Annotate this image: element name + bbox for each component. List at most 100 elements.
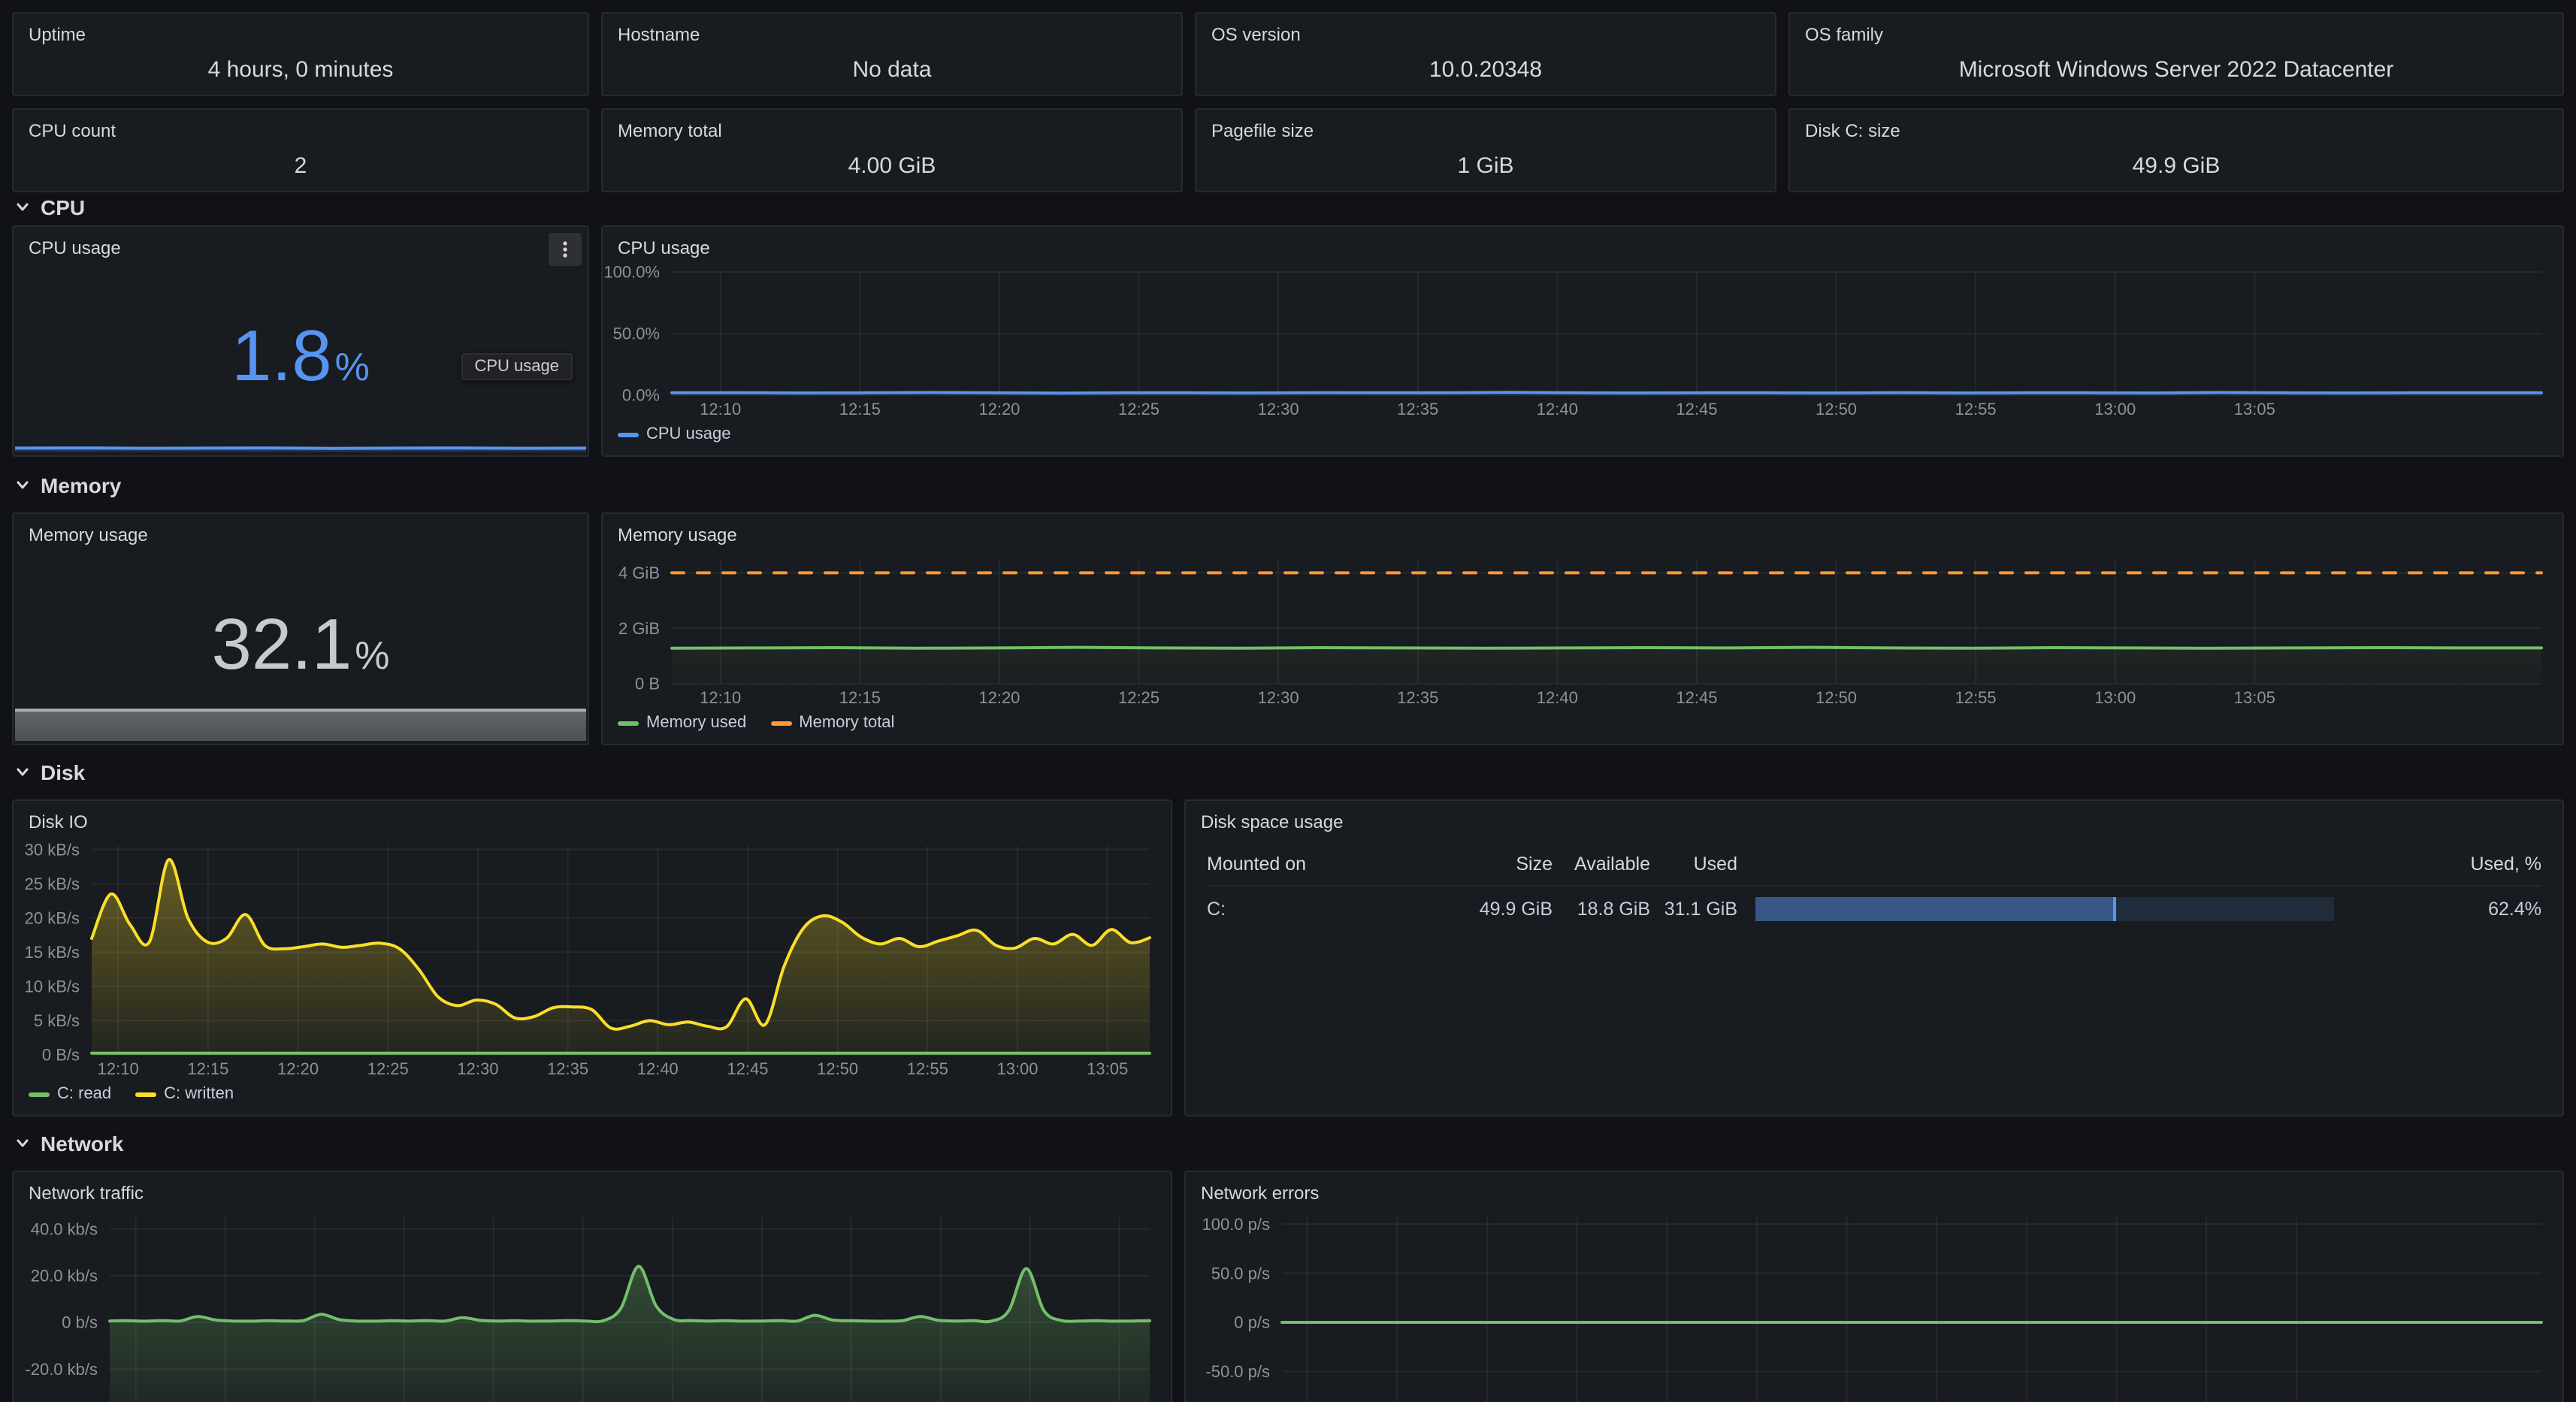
panel-title[interactable]: OS version bbox=[1211, 24, 1301, 45]
memory-usage-value: 32.1% bbox=[211, 609, 389, 681]
legend-item[interactable]: Memory used bbox=[618, 714, 746, 732]
panel-disk-space-usage-table: Disk space usage Mounted on Size Availab… bbox=[1184, 799, 2564, 1116]
svg-text:12:25: 12:25 bbox=[1118, 400, 1160, 418]
svg-text:12:55: 12:55 bbox=[1955, 688, 1997, 707]
panel-title[interactable]: Network errors bbox=[1201, 1183, 1320, 1204]
legend-item[interactable]: CPU usage bbox=[618, 425, 731, 443]
chart-area: 0 B/s 5 kB/s 10 kB/s 15 kB/s 20 kB/s 25 kB/s 3… bbox=[14, 834, 1171, 1079]
chart-area: 40.0 kb/s20.0 kb/s0 b/s-20.0 kb/s-40.0 k… bbox=[14, 1205, 1171, 1402]
svg-text:0 B/s: 0 B/s bbox=[42, 1046, 80, 1065]
svg-text:12:15: 12:15 bbox=[839, 400, 881, 418]
svg-text:13:05: 13:05 bbox=[1087, 1059, 1128, 1078]
svg-text:12:50: 12:50 bbox=[1816, 400, 1857, 418]
panel-title[interactable]: CPU count bbox=[29, 120, 116, 141]
legend-item[interactable]: C: read bbox=[29, 1085, 111, 1103]
svg-text:100.0%: 100.0% bbox=[603, 263, 660, 282]
column-header-available[interactable]: Available bbox=[1574, 854, 1650, 875]
svg-text:12:55: 12:55 bbox=[1955, 400, 1997, 418]
svg-text:0 b/s: 0 b/s bbox=[62, 1313, 98, 1332]
stat-unit: % bbox=[334, 344, 370, 389]
cpu-usage-sparkline bbox=[15, 446, 586, 452]
network-errors-timeseries-chart[interactable]: 100.0 p/s50.0 p/s0 p/s-50.0 p/s-100.0 p/… bbox=[1186, 1205, 2562, 1402]
usage-bar-fill bbox=[1755, 897, 2117, 921]
series-color-swatch bbox=[29, 1092, 50, 1096]
panel-title[interactable]: Uptime bbox=[29, 24, 86, 45]
panel-title[interactable]: Pagefile size bbox=[1211, 120, 1314, 141]
network-traffic-timeseries-chart[interactable]: 40.0 kb/s20.0 kb/s0 b/s-20.0 kb/s-40.0 k… bbox=[14, 1205, 1171, 1402]
svg-text:12:10: 12:10 bbox=[700, 688, 741, 707]
svg-text:12:40: 12:40 bbox=[637, 1059, 679, 1078]
svg-text:12:45: 12:45 bbox=[1676, 400, 1717, 418]
chevron-down-icon bbox=[17, 1139, 29, 1147]
stat-panel-cpu-count: CPU count 2 bbox=[12, 108, 589, 192]
series-color-swatch bbox=[770, 721, 792, 725]
legend-item[interactable]: C: written bbox=[135, 1085, 234, 1103]
svg-text:12:15: 12:15 bbox=[187, 1059, 228, 1078]
panel-menu-icon[interactable] bbox=[549, 233, 582, 266]
svg-text:13:05: 13:05 bbox=[2234, 688, 2275, 707]
column-header-used[interactable]: Used bbox=[1693, 854, 1737, 875]
cell-size: 49.9 GiB bbox=[1479, 899, 1553, 920]
svg-text:40.0 kb/s: 40.0 kb/s bbox=[31, 1219, 98, 1238]
legend-label: C: written bbox=[164, 1085, 234, 1103]
chart-area: 0 B 2 GiB 4 GiB 12:10 12:15 12:20 12:25 12:30 12… bbox=[603, 547, 2562, 708]
stat-panel-os-family: OS family Microsoft Windows Server 2022 … bbox=[1788, 12, 2564, 96]
section-row-network[interactable]: Network bbox=[12, 1129, 123, 1159]
panel-title[interactable]: Hostname bbox=[618, 24, 700, 45]
section-row-memory[interactable]: Memory bbox=[12, 470, 121, 500]
svg-text:0.0%: 0.0% bbox=[622, 386, 660, 405]
svg-text:30 kB/s: 30 kB/s bbox=[25, 840, 80, 859]
svg-text:4 GiB: 4 GiB bbox=[618, 564, 660, 582]
panel-title[interactable]: CPU usage bbox=[618, 237, 710, 258]
panel-title[interactable]: Network traffic bbox=[29, 1183, 144, 1204]
panel-title[interactable]: Memory usage bbox=[29, 524, 148, 545]
panel-network-traffic-chart: Network traffic 40.0 kb/s 20.0 kb/s 0 b/s -… bbox=[12, 1171, 1172, 1402]
stat-value: 2 bbox=[294, 153, 307, 178]
panel-title[interactable]: Memory total bbox=[618, 120, 722, 141]
stat-panel-disk-c-size: Disk C: size 49.9 GiB bbox=[1788, 108, 2564, 192]
section-label: Network bbox=[41, 1132, 124, 1156]
chevron-down-icon bbox=[17, 481, 29, 489]
series-name-chip: CPU usage bbox=[461, 353, 573, 380]
svg-text:5 kB/s: 5 kB/s bbox=[34, 1011, 80, 1030]
legend-item[interactable]: Memory total bbox=[770, 714, 894, 732]
panel-title[interactable]: Disk IO bbox=[29, 811, 88, 832]
svg-text:12:25: 12:25 bbox=[367, 1059, 409, 1078]
panel-title[interactable]: Disk C: size bbox=[1805, 120, 1900, 141]
chevron-down-icon bbox=[17, 768, 29, 776]
disk-io-timeseries-chart[interactable]: 0 B/s 5 kB/s 10 kB/s 15 kB/s 20 kB/s 25 kB/s 3… bbox=[14, 834, 1171, 1079]
svg-text:12:20: 12:20 bbox=[277, 1059, 319, 1078]
svg-text:10 kB/s: 10 kB/s bbox=[25, 977, 80, 996]
stat-panel-memory-total: Memory total 4.00 GiB bbox=[601, 108, 1183, 192]
stat-value: 49.9 GiB bbox=[2132, 153, 2221, 178]
section-row-cpu[interactable]: CPU bbox=[12, 192, 85, 222]
legend-label: Memory total bbox=[799, 714, 895, 732]
section-label: Disk bbox=[41, 760, 86, 784]
svg-text:13:05: 13:05 bbox=[2234, 400, 2275, 418]
panel-disk-io-chart: Disk IO 0 B/s 5 kB/s 10 kB/s 15 kB/s 20 kB/s… bbox=[12, 799, 1172, 1116]
series-color-swatch bbox=[618, 432, 639, 437]
cpu-usage-timeseries-chart[interactable]: 0.0% 50.0% 100.0% 12:10 12:15 12:20 12:25 12:30… bbox=[603, 260, 2562, 419]
kebab-dots-icon bbox=[563, 241, 567, 258]
svg-text:12:45: 12:45 bbox=[727, 1059, 768, 1078]
svg-text:12:35: 12:35 bbox=[1397, 688, 1438, 707]
svg-text:12:25: 12:25 bbox=[1118, 688, 1160, 707]
panel-title[interactable]: CPU usage bbox=[29, 237, 121, 258]
stat-panel-pagefile-size: Pagefile size 1 GiB bbox=[1195, 108, 1776, 192]
panel-memory-usage-stat: Memory usage 32.1% bbox=[12, 512, 589, 745]
column-header-used-pct[interactable]: Used, % bbox=[2470, 854, 2542, 875]
column-header-mounted-on[interactable]: Mounted on bbox=[1207, 854, 1307, 875]
series-color-swatch bbox=[618, 721, 639, 725]
panel-title[interactable]: OS family bbox=[1805, 24, 1884, 45]
panel-title[interactable]: Disk space usage bbox=[1201, 811, 1344, 832]
section-row-disk[interactable]: Disk bbox=[12, 757, 85, 787]
svg-text:12:50: 12:50 bbox=[817, 1059, 858, 1078]
memory-usage-timeseries-chart[interactable]: 0 B 2 GiB 4 GiB 12:10 12:15 12:20 12:25 12:30 12… bbox=[603, 547, 2562, 708]
panel-network-errors-chart: Network errors 100.0 p/s 50.0 p/s 0 p/s -50… bbox=[1184, 1171, 2564, 1402]
column-header-size[interactable]: Size bbox=[1516, 854, 1553, 875]
chart-legend: CPU usage bbox=[603, 419, 2562, 455]
panel-title[interactable]: Memory usage bbox=[618, 524, 737, 545]
disk-space-table: Mounted on Size Available Used Used, % C… bbox=[1186, 834, 2562, 932]
stat-value: 10.0.20348 bbox=[1429, 56, 1543, 82]
